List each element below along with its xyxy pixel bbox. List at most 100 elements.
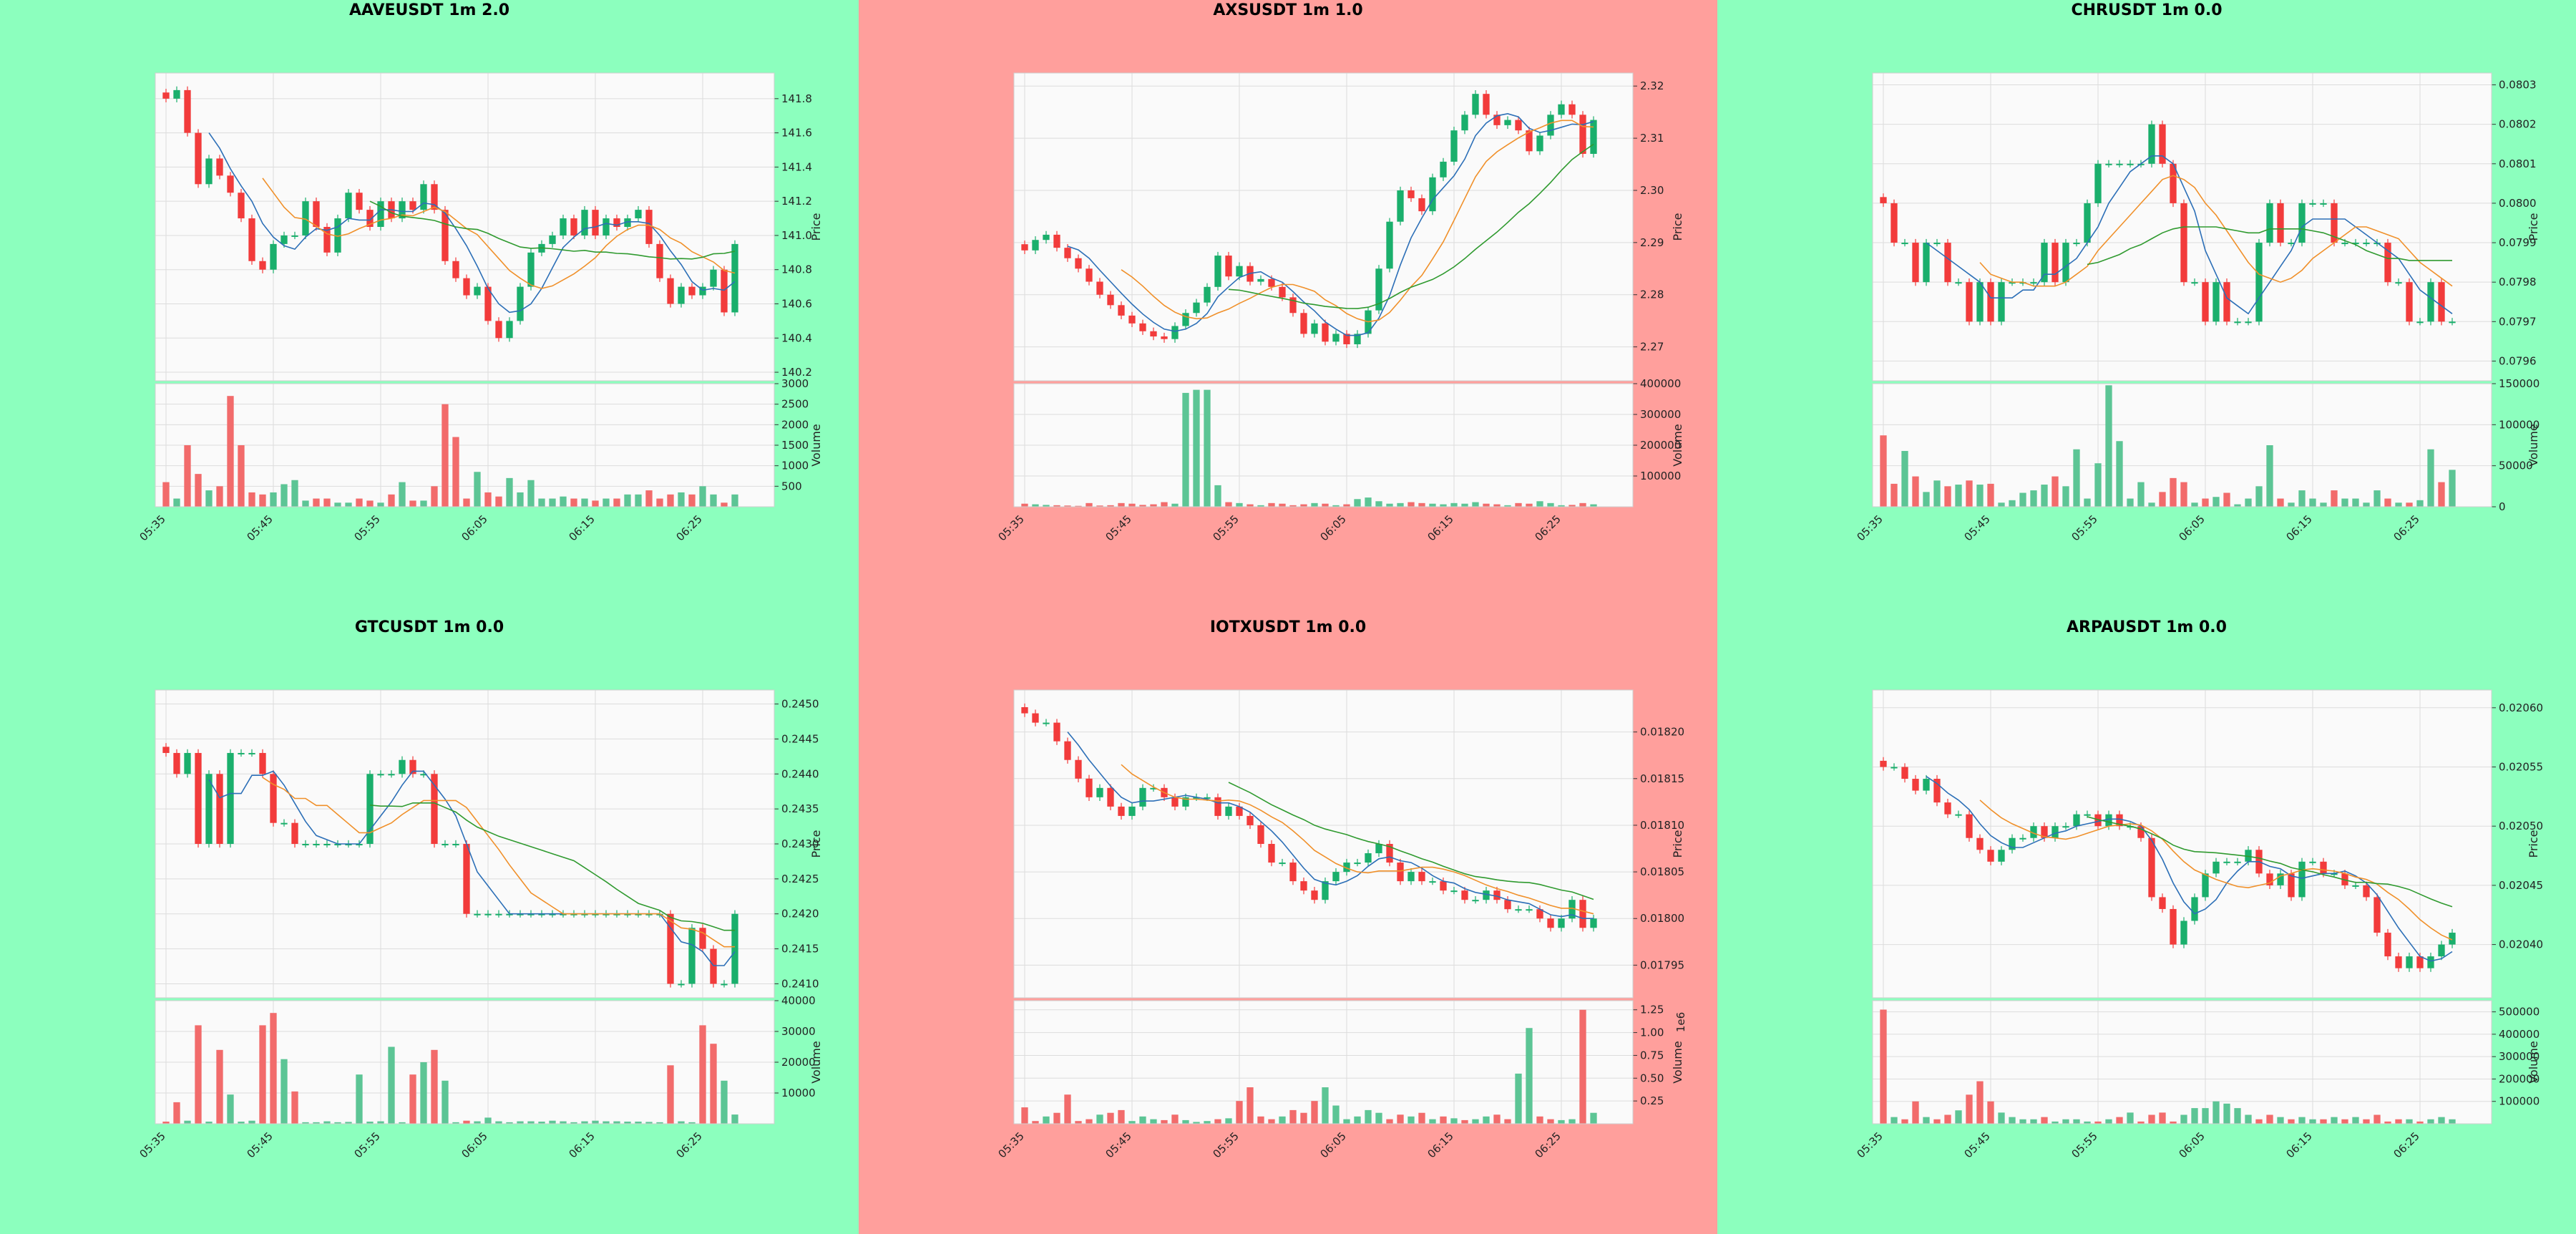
volume-bar: [1236, 502, 1243, 507]
volume-bar: [710, 1044, 717, 1124]
candle-body: [1139, 323, 1146, 331]
volume-bar: [227, 396, 234, 507]
candle-body: [2406, 956, 2413, 968]
volume-bar: [1300, 504, 1307, 507]
volume-tick-label: 20000: [781, 1056, 816, 1069]
price-tick-label: 2.28: [1640, 288, 1664, 301]
candlestick-chart: 05:35 05:45 05:55 06:05 06:15 06:25 2.27 2.28 2.…: [996, 72, 1684, 543]
volume-bar: [248, 492, 255, 507]
candle-body: [1354, 334, 1361, 344]
candle-body: [1504, 900, 1511, 910]
moving-average-line: [1121, 120, 1594, 323]
volume-bar: [560, 496, 567, 507]
volume-bar: [1300, 1112, 1307, 1124]
volume-bar: [431, 486, 438, 507]
candle-body: [1118, 806, 1125, 816]
candle-body: [216, 158, 223, 176]
volume-bar: [2062, 1119, 2069, 1124]
chart-title: IOTXUSDT 1m 0.0: [1209, 618, 1367, 636]
time-tick-label: 05:35: [137, 512, 168, 543]
price-tick-label: 0.01820: [1640, 726, 1684, 739]
volume-bar: [1558, 505, 1565, 507]
volume-bar: [495, 496, 502, 507]
volume-bar: [2212, 497, 2220, 507]
volume-bar: [1483, 503, 1490, 507]
candle-body: [2127, 163, 2134, 165]
candle-body: [1933, 243, 1941, 245]
volume-bar: [1579, 1009, 1586, 1124]
volume-bar: [1268, 1119, 1275, 1124]
candle-body: [1214, 797, 1221, 816]
volume-bar: [1418, 502, 1425, 507]
volume-bar: [1375, 501, 1382, 507]
candle-body: [1064, 248, 1071, 258]
volume-tick-label: 100000: [2499, 1095, 2540, 1108]
candle-body: [173, 752, 180, 774]
chart-panel-chrusdt: 05:35 05:45 05:55 06:05 06:15 06:25 0.0796 0.07…: [1717, 0, 2576, 617]
time-tick-label: 06:05: [459, 1129, 490, 1160]
candle-body: [581, 210, 588, 235]
volume-bar: [1375, 1112, 1382, 1124]
time-tick-label: 05:45: [1962, 512, 1993, 543]
volume-axis-label: Volume: [809, 424, 823, 467]
time-tick-label: 05:55: [1211, 512, 1241, 543]
volume-bar: [431, 1049, 438, 1124]
candle-body: [1289, 863, 1297, 882]
candle-body: [1300, 881, 1307, 891]
volume-bar: [1933, 1119, 1941, 1124]
chart-title: GTCUSDT 1m 0.0: [354, 618, 504, 636]
candle-body: [2041, 826, 2048, 838]
volume-bar: [1429, 1119, 1436, 1124]
candle-body: [2051, 826, 2059, 838]
volume-bar: [420, 1062, 427, 1124]
price-tick-label: 0.0799: [2499, 236, 2537, 249]
candle-body: [1472, 94, 1479, 115]
chart-panel-aaveusdt: 05:35 05:45 05:55 06:05 06:15 06:25 140.2 140.4…: [0, 0, 859, 617]
candle-body: [409, 759, 416, 774]
volume-bar: [1547, 1119, 1554, 1124]
volume-bar: [323, 498, 331, 507]
volume-bar: [635, 1121, 642, 1124]
candle-body: [1590, 918, 1597, 928]
candle-body: [1043, 234, 1050, 241]
candle-body: [2191, 897, 2198, 921]
volume-bar: [2331, 490, 2338, 507]
moving-average-line: [1067, 732, 1594, 919]
candle-body: [399, 201, 406, 219]
volume-bar: [656, 1122, 663, 1124]
candle-body: [731, 243, 738, 313]
volume-bar: [1150, 1119, 1157, 1124]
volume-bar: [688, 1122, 696, 1124]
volume-bar: [538, 1121, 545, 1124]
volume-bar: [1568, 505, 1576, 507]
candle-body: [1955, 282, 1962, 284]
candle-body: [399, 759, 406, 774]
volume-bar: [581, 498, 588, 507]
price-frame: [1872, 689, 2492, 999]
candle-body: [2009, 282, 2016, 284]
volume-bar: [549, 498, 556, 507]
volume-bar: [420, 500, 427, 507]
time-tick-label: 06:25: [674, 1129, 705, 1160]
candle-body: [227, 752, 234, 844]
volume-bar: [1461, 503, 1468, 507]
candle-body: [624, 218, 631, 227]
candle-body: [248, 752, 255, 754]
candle-body: [431, 774, 438, 844]
volume-bar: [2094, 463, 2102, 507]
volume-bar: [2127, 498, 2134, 507]
candle-body: [2159, 124, 2166, 164]
volume-bar: [1161, 1119, 1168, 1124]
candle-body: [2427, 282, 2434, 322]
volume-bar: [313, 498, 320, 507]
volume-bar: [399, 1122, 406, 1124]
candle-body: [1096, 787, 1103, 797]
volume-tick-label: 300000: [2499, 1050, 2540, 1063]
candle-body: [2373, 897, 2381, 933]
time-tick-label: 05:35: [1855, 1129, 1885, 1160]
candle-body: [452, 844, 459, 845]
price-frame: [1013, 72, 1634, 382]
candle-body: [645, 210, 653, 244]
volume-frame: [1872, 383, 2492, 507]
candle-body: [1225, 256, 1232, 277]
